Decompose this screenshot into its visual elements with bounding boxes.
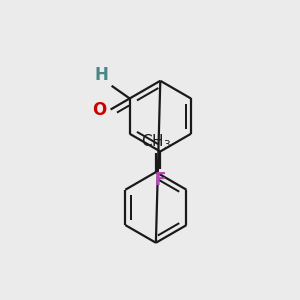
Text: CH$_3$: CH$_3$: [141, 132, 171, 151]
Text: H: H: [94, 66, 108, 84]
Text: O: O: [92, 100, 106, 118]
Text: F: F: [154, 171, 166, 189]
